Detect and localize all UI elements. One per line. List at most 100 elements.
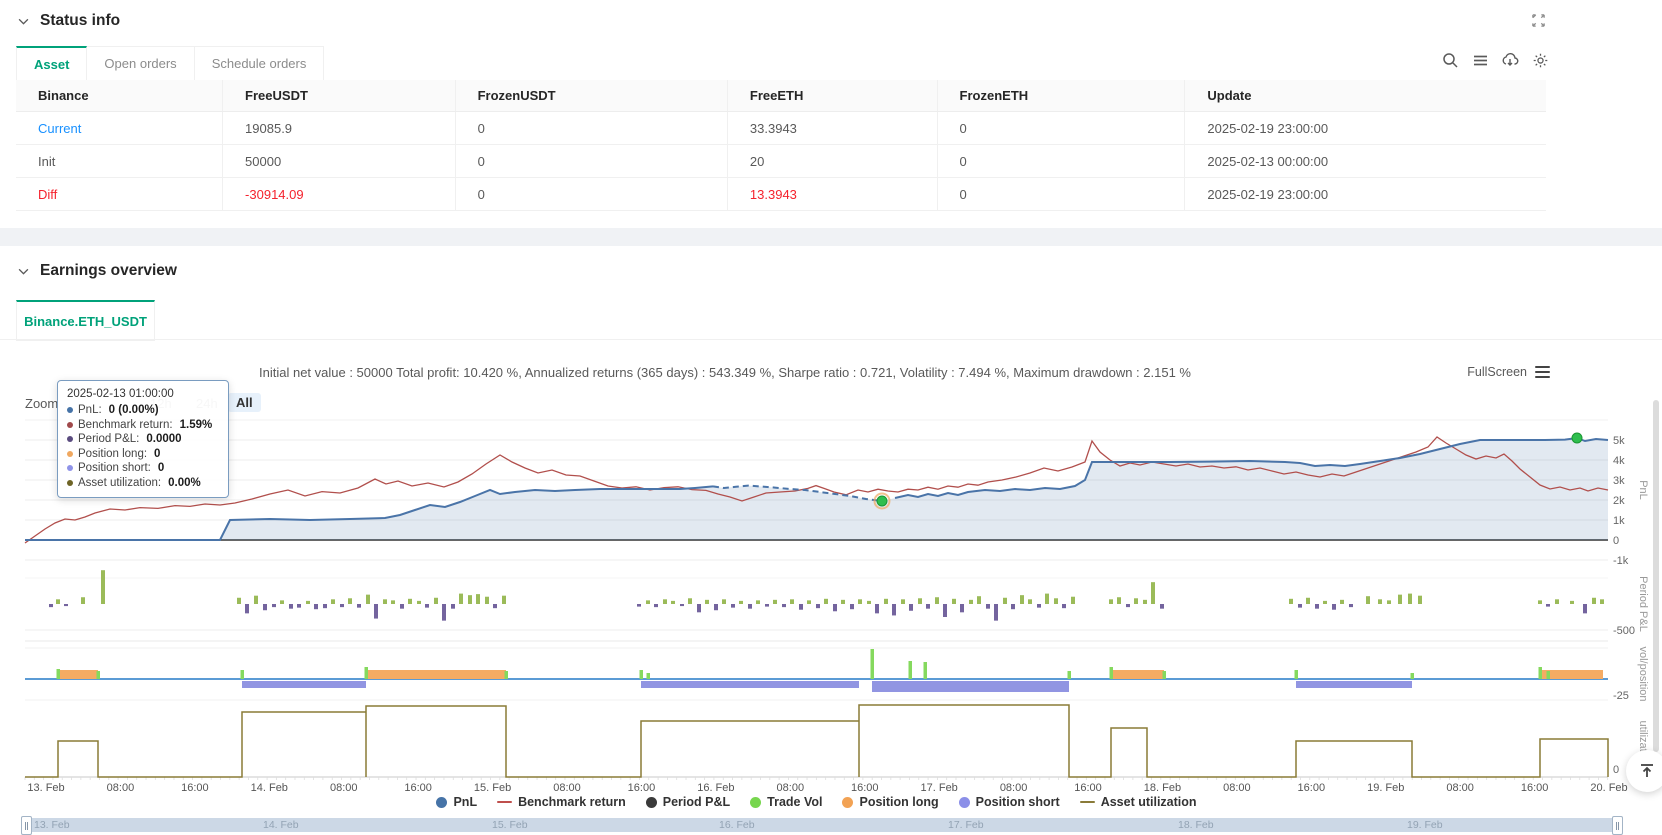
cell-value: 50000 [223,145,456,178]
tooltip-series-value: 0.00% [168,476,201,491]
chart-menu-icon[interactable] [1535,363,1550,381]
list-icon [1472,52,1489,69]
settings-button[interactable] [1530,50,1550,70]
legend-circle-marker [436,797,447,808]
status-tab-schedule-orders[interactable]: Schedule orders [195,46,325,81]
status-tab-open-orders[interactable]: Open orders [87,46,194,81]
tooltip-series-value: 0.0000 [146,432,181,447]
search-icon [1442,52,1459,69]
tooltip-series-value: 1.59% [180,418,213,433]
tooltip-row: Asset utilization: 0.00% [67,476,219,491]
legend-label: PnL [453,795,477,809]
cell-value: 20 [727,145,937,178]
status-info-card: Status info AssetOpen ordersSchedule ord… [0,0,1662,228]
chart-tooltip: 2025-02-13 01:00:00 PnL:0 (0.00%)Benchma… [57,380,229,498]
table-row: Diff-30914.09013.394302025-02-19 23:00:0… [16,178,1546,211]
legend-line-marker [497,801,512,804]
tooltip-series-value: 0 [158,461,164,476]
legend-circle-marker [842,797,853,808]
cell-value: 33.3943 [727,112,937,145]
tooltip-series-label: Benchmark return: [78,418,173,433]
search-button[interactable] [1440,50,1460,70]
fullscreen-label: FullScreen [1467,365,1527,379]
series-color-dot [67,465,73,471]
column-header-update: Update [1185,80,1546,112]
cell-value: 0 [937,178,1185,211]
collapse-chevron-icon[interactable] [18,268,29,275]
section-divider-band [0,228,1662,246]
chart-legend: PnL Benchmark return Period P&L Trade Vol Po… [25,795,1608,809]
datazoom-date-label: 19. Feb [1407,819,1443,831]
legend-item-pnl[interactable]: PnL [436,795,477,809]
back-to-top-button[interactable] [1626,750,1662,792]
column-header-frozenusdt: FrozenUSDT [455,80,727,112]
legend-label: Benchmark return [518,795,626,809]
series-color-dot [67,436,73,442]
series-color-dot [67,407,73,413]
cell-value: 0 [937,112,1185,145]
cell-value: -30914.09 [223,178,456,211]
cell-value: 0 [937,145,1185,178]
list-button[interactable] [1470,50,1490,70]
earnings-header: Earnings overview [18,262,177,280]
tab-binance-eth-usdt[interactable]: Binance.ETH_USDT [16,300,155,341]
column-header-freeusdt: FreeUSDT [223,80,456,112]
vertical-scrollbar-thumb[interactable] [1653,400,1659,752]
tooltip-row: Position short: 0 [67,461,219,476]
chart-fullscreen-button[interactable]: FullScreen [1467,363,1550,381]
legend-circle-marker [646,797,657,808]
status-tab-asset[interactable]: Asset [16,46,87,82]
legend-label: Position long [859,795,938,809]
tooltip-series-label: Position long: [78,447,147,462]
cell-value: 0 [455,112,727,145]
legend-item-period-p&l[interactable]: Period P&L [646,795,730,809]
legend-circle-marker [750,797,761,808]
tooltip-series-value: 0 [154,447,160,462]
datazoom-left-handle[interactable] [21,816,32,835]
cell-value: 19085.9 [223,112,456,145]
datazoom-slider[interactable]: 13. Feb 14. Feb 15. Feb 16. Feb 17. Feb 18. F… [25,818,1618,832]
earnings-summary: Initial net value : 50000 Total profit: … [25,365,1425,380]
cloud-download-icon [1501,52,1519,69]
legend-item-asset-utilization[interactable]: Asset utilization [1080,795,1197,809]
tooltip-row: Benchmark return: 1.59% [67,418,219,433]
legend-label: Position short [976,795,1060,809]
legend-line-marker [1080,801,1095,804]
collapse-chevron-icon[interactable] [18,18,29,25]
cell-value: 2025-02-19 23:00:00 [1185,112,1546,145]
column-header-binance: Binance [16,80,223,112]
fullscreen-expand-icon [1531,13,1546,28]
cell-value: 0 [455,145,727,178]
legend-item-position-long[interactable]: Position long [842,795,938,809]
row-label[interactable]: Current [16,112,223,145]
download-button[interactable] [1500,50,1520,70]
asset-table: BinanceFreeUSDTFrozenUSDTFreeETHFrozenET… [16,80,1546,211]
tooltip-series-label: Position short: [78,461,151,476]
tooltip-series-label: PnL: [78,403,102,418]
datazoom-date-label: 13. Feb [34,819,70,831]
datazoom-date-label: 14. Feb [263,819,299,831]
tooltip-series-label: Asset utilization: [78,476,161,491]
datazoom-date-label: 16. Feb [719,819,755,831]
datazoom-right-handle[interactable] [1612,816,1623,835]
column-header-frozeneth: FrozenETH [937,80,1185,112]
legend-item-benchmark-return[interactable]: Benchmark return [497,795,626,809]
cell-value: 13.3943 [727,178,937,211]
cell-value: 2025-02-19 23:00:00 [1185,178,1546,211]
expand-section-button[interactable] [1528,10,1548,30]
status-info-title: Status info [40,12,120,30]
legend-item-trade-vol[interactable]: Trade Vol [750,795,822,809]
datazoom-date-label: 15. Feb [492,819,528,831]
legend-item-position-short[interactable]: Position short [959,795,1060,809]
datazoom-date-label: 18. Feb [1178,819,1214,831]
earnings-title: Earnings overview [40,262,177,280]
datazoom-date-label: 17. Feb [948,819,984,831]
table-row: Current19085.9033.394302025-02-19 23:00:… [16,112,1546,145]
asset-table-header-row: BinanceFreeUSDTFrozenUSDTFreeETHFrozenET… [16,80,1546,112]
zoom-option-all[interactable]: All [228,393,261,412]
legend-label: Asset utilization [1101,795,1197,809]
status-tabs: AssetOpen ordersSchedule orders [16,46,324,82]
row-label: Init [16,145,223,178]
earnings-overview-card: Earnings overview Binance.ETH_USDT Initi… [0,246,1662,832]
zoom-label: Zoom [25,396,58,411]
